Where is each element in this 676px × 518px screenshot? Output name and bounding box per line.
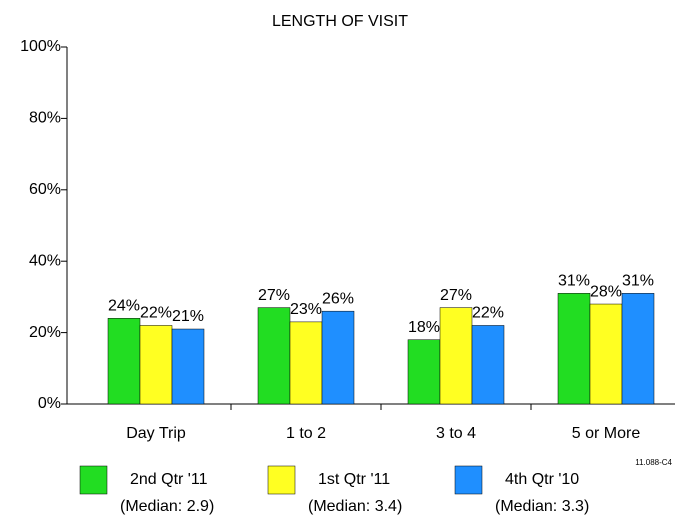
legend-label: 2nd Qtr '11 — [130, 471, 208, 488]
legend-swatch — [79, 465, 108, 495]
value-label: 18% — [408, 319, 440, 336]
legend-swatch — [267, 465, 296, 495]
value-label: 31% — [558, 273, 590, 290]
y-tick-label: 80% — [29, 110, 61, 127]
y-tick-label: 100% — [20, 38, 61, 55]
bar — [407, 339, 441, 405]
x-tick-label: Day Trip — [126, 425, 186, 442]
bar — [439, 307, 473, 405]
chart-title: LENGTH OF VISIT — [272, 13, 408, 30]
value-label: 27% — [258, 287, 290, 304]
legend-note: (Median: 2.9) — [120, 498, 214, 515]
value-label: 26% — [322, 290, 354, 307]
bar — [471, 325, 505, 405]
legend-swatch — [454, 465, 483, 495]
value-label: 24% — [108, 298, 140, 315]
bar — [589, 303, 623, 405]
legend-note: (Median: 3.4) — [308, 498, 402, 515]
x-tick-label: 5 or More — [572, 425, 641, 442]
bar — [289, 321, 323, 405]
value-label: 21% — [172, 308, 204, 325]
legend-note: (Median: 3.3) — [495, 498, 589, 515]
value-label: 22% — [472, 305, 504, 322]
annotation: 11.088-C4 — [635, 458, 672, 467]
x-tick-label: 3 to 4 — [436, 425, 476, 442]
legend-label: 1st Qtr '11 — [318, 471, 390, 488]
y-tick-label: 20% — [29, 324, 61, 341]
legend-label: 4th Qtr '10 — [505, 471, 579, 488]
value-label: 31% — [622, 273, 654, 290]
value-label: 23% — [290, 301, 322, 318]
bar — [139, 325, 173, 405]
bar — [321, 310, 355, 405]
value-label: 27% — [440, 287, 472, 304]
value-label: 28% — [590, 283, 622, 300]
y-tick-label: 0% — [38, 395, 61, 412]
bar — [107, 318, 141, 405]
bar — [171, 328, 205, 405]
bar — [621, 293, 655, 405]
y-tick-label: 60% — [29, 181, 61, 198]
x-tick-label: 1 to 2 — [286, 425, 326, 442]
y-tick-label: 40% — [29, 252, 61, 269]
bar — [557, 293, 591, 405]
value-label: 22% — [140, 305, 172, 322]
bar — [257, 307, 291, 405]
